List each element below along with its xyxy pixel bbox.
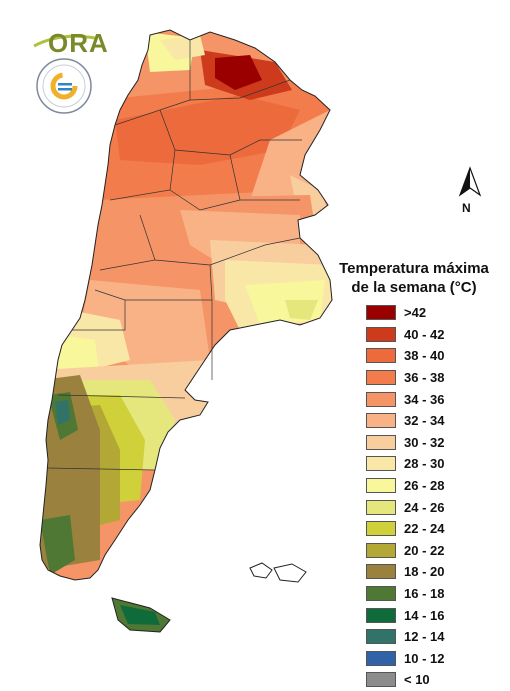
- legend-item: 20 - 22: [366, 540, 444, 562]
- legend-item: 16 - 18: [366, 583, 444, 605]
- temperature-map: [33, 29, 482, 633]
- legend-label: 20 - 22: [404, 542, 445, 558]
- legend-swatch: [366, 370, 396, 386]
- legend-item: 12 - 14: [366, 626, 444, 648]
- tierra-del-fuego: [111, 597, 171, 633]
- legend-label: 30 - 32: [404, 434, 445, 450]
- legend-swatch: [366, 391, 396, 407]
- legend-label: 10 - 12: [404, 650, 445, 666]
- legend-swatch: [366, 542, 396, 558]
- legend-swatch: [366, 305, 396, 321]
- legend-item: >42: [366, 302, 444, 324]
- legend-item: 36 - 38: [366, 367, 444, 389]
- legend-item: 18 - 20: [366, 561, 444, 583]
- institute-seal-logo: [36, 58, 92, 114]
- legend-item: 24 - 26: [366, 496, 444, 518]
- legend-label: < 10: [404, 672, 430, 688]
- legend-label: >42: [404, 305, 427, 321]
- legend-label: 24 - 26: [404, 499, 445, 515]
- legend-swatch: [366, 413, 396, 429]
- legend-swatch: [366, 564, 396, 580]
- legend-swatch: [366, 499, 396, 515]
- legend-swatch: [366, 326, 396, 342]
- legend-item: 32 - 34: [366, 410, 444, 432]
- ora-logo: ORA: [48, 28, 109, 58]
- legend-item: 28 - 30: [366, 453, 444, 475]
- legend-label: 18 - 20: [404, 564, 445, 580]
- legend-label: 40 - 42: [404, 326, 445, 342]
- legend-swatch: [366, 672, 396, 688]
- legend-swatch: [366, 607, 396, 623]
- legend-swatch: [366, 434, 396, 450]
- province-borders: [47, 40, 302, 471]
- legend-title: Temperatura máxima de la semana (°C): [326, 259, 502, 297]
- legend-swatch: [366, 456, 396, 472]
- legend-swatch: [366, 348, 396, 364]
- legend-label: 34 - 36: [404, 391, 445, 407]
- legend-swatch: [366, 650, 396, 666]
- legend-title-line1: Temperatura máxima: [339, 260, 489, 277]
- ora-logo-swoosh: [33, 34, 96, 48]
- legend-label: 22 - 24: [404, 521, 445, 537]
- north-label: N: [462, 201, 471, 215]
- legend-label: 14 - 16: [404, 607, 445, 623]
- legend-item: 26 - 28: [366, 475, 444, 497]
- legend-label: 12 - 14: [404, 629, 445, 645]
- legend-item: 40 - 42: [366, 324, 444, 346]
- legend-item: 10 - 12: [366, 648, 444, 670]
- legend-title-line2: de la semana (°C): [351, 279, 477, 296]
- legend-item: 14 - 16: [366, 604, 444, 626]
- legend-label: 38 - 40: [404, 348, 445, 364]
- legend-item: 30 - 32: [366, 432, 444, 454]
- legend-swatch: [366, 586, 396, 602]
- legend-label: 26 - 28: [404, 478, 445, 494]
- legend-label: 36 - 38: [404, 370, 445, 386]
- legend-item: 34 - 36: [366, 388, 444, 410]
- argentina-outline: [39, 29, 333, 581]
- legend: >42 40 - 42 38 - 40 36 - 38 34 - 36 32 - 34 30…: [366, 302, 444, 691]
- legend-item: 22 - 24: [366, 518, 444, 540]
- legend-label: 32 - 34: [404, 413, 445, 429]
- legend-item: 38 - 40: [366, 345, 444, 367]
- legend-swatch: [366, 521, 396, 537]
- legend-swatch: [366, 629, 396, 645]
- legend-label: 16 - 18: [404, 586, 445, 602]
- north-arrow-icon: [458, 166, 482, 197]
- legend-item: < 10: [366, 669, 444, 691]
- malvinas-islands: [249, 562, 307, 583]
- legend-swatch: [366, 478, 396, 494]
- legend-label: 28 - 30: [404, 456, 445, 472]
